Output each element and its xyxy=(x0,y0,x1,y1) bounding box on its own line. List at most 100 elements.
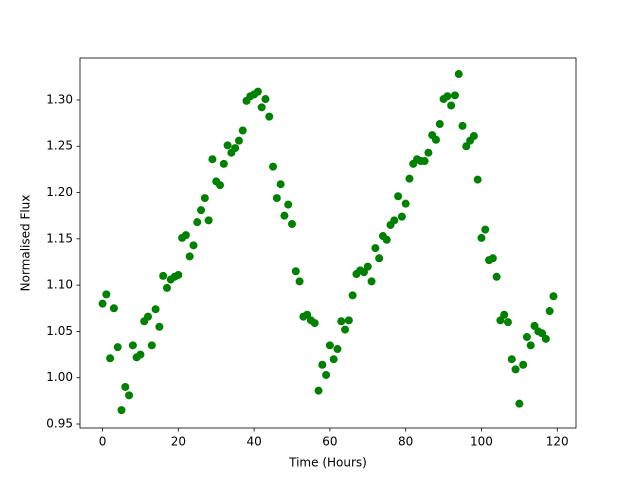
point xyxy=(193,218,202,227)
point xyxy=(128,341,137,350)
point xyxy=(269,162,278,171)
point xyxy=(291,267,300,276)
point xyxy=(325,341,334,350)
point xyxy=(367,277,376,286)
point xyxy=(348,291,357,300)
point xyxy=(511,365,520,374)
point xyxy=(318,360,327,369)
y-tick-label: 1.20 xyxy=(46,185,73,199)
point xyxy=(106,354,115,363)
y-tick-label: 1.25 xyxy=(46,139,73,153)
point xyxy=(371,244,380,253)
point xyxy=(341,325,350,334)
point xyxy=(162,283,171,292)
point xyxy=(98,299,107,308)
point xyxy=(420,157,429,166)
point xyxy=(125,391,134,400)
point xyxy=(261,95,270,104)
point xyxy=(155,322,164,331)
y-axis-label: Normalised Flux xyxy=(19,195,33,292)
point xyxy=(121,382,130,391)
point xyxy=(382,235,391,244)
point xyxy=(526,341,535,350)
point xyxy=(447,101,456,110)
point xyxy=(288,220,297,229)
point xyxy=(174,270,183,279)
point xyxy=(253,87,262,96)
point xyxy=(443,92,452,101)
point xyxy=(185,252,194,261)
x-tick-label: 20 xyxy=(171,435,186,449)
x-tick-label: 100 xyxy=(470,435,493,449)
point xyxy=(450,91,459,100)
point xyxy=(223,141,232,150)
point xyxy=(329,355,338,364)
point xyxy=(375,254,384,263)
y-tick-label: 1.15 xyxy=(46,231,73,245)
point xyxy=(276,180,285,189)
point xyxy=(151,305,160,314)
point xyxy=(431,135,440,144)
point xyxy=(257,103,266,112)
point xyxy=(333,345,342,354)
point xyxy=(181,231,190,240)
point xyxy=(344,316,353,325)
y-tick-label: 0.95 xyxy=(46,417,73,431)
point xyxy=(503,318,512,327)
point xyxy=(454,70,463,79)
point xyxy=(314,386,323,395)
point xyxy=(159,271,168,280)
point xyxy=(363,262,372,271)
point xyxy=(204,216,213,225)
point xyxy=(113,343,122,352)
point xyxy=(337,317,346,326)
x-tick-label: 60 xyxy=(322,435,337,449)
point xyxy=(216,181,225,190)
point xyxy=(109,304,118,313)
point xyxy=(481,225,490,234)
point xyxy=(219,159,228,168)
point xyxy=(136,350,145,359)
point xyxy=(197,206,206,215)
y-tick-label: 1.05 xyxy=(46,324,73,338)
point xyxy=(405,174,414,183)
point xyxy=(208,155,217,164)
point xyxy=(507,355,516,364)
point xyxy=(322,370,331,379)
point xyxy=(147,341,156,350)
x-tick-label: 40 xyxy=(246,435,261,449)
point xyxy=(397,212,406,221)
point xyxy=(231,144,240,153)
y-tick-label: 1.30 xyxy=(46,92,73,106)
point xyxy=(515,399,524,408)
point xyxy=(473,175,482,184)
point xyxy=(500,310,509,319)
point xyxy=(200,194,209,203)
point xyxy=(519,360,528,369)
point xyxy=(394,192,403,201)
x-axis-label: Time (Hours) xyxy=(288,456,367,470)
x-tick-label: 80 xyxy=(398,435,413,449)
point xyxy=(234,136,243,145)
y-tick-label: 1.00 xyxy=(46,370,73,384)
point xyxy=(488,254,497,263)
plot-frame xyxy=(79,57,577,429)
point xyxy=(117,406,126,415)
point xyxy=(424,148,433,157)
point xyxy=(492,272,501,281)
point xyxy=(238,126,247,135)
point xyxy=(545,307,554,316)
point xyxy=(295,277,304,286)
x-tick-label: 120 xyxy=(546,435,569,449)
point xyxy=(477,233,486,242)
point xyxy=(284,200,293,209)
point xyxy=(280,211,289,220)
point xyxy=(401,199,410,208)
point xyxy=(310,319,319,328)
point xyxy=(435,120,444,129)
point xyxy=(272,194,281,203)
point xyxy=(102,290,111,299)
point xyxy=(144,312,153,321)
